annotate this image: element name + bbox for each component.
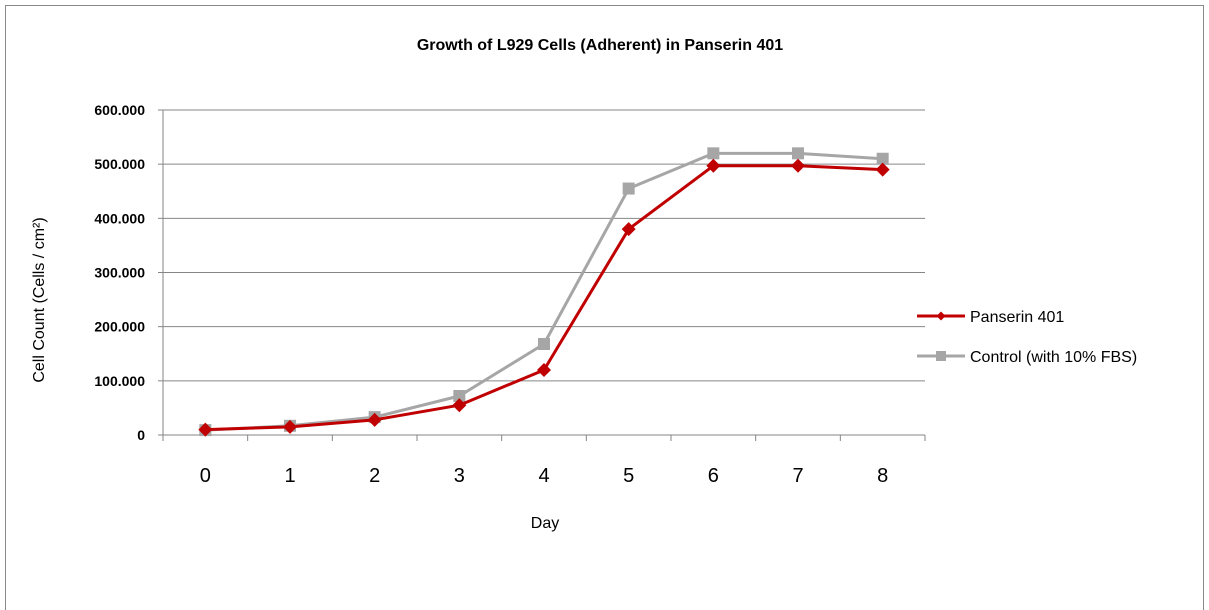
x-axis-label: Day: [531, 515, 559, 532]
x-tick-label: 7: [792, 465, 803, 487]
y-tick-label: 400.000: [94, 210, 145, 226]
legend-label: Panserin 401: [970, 309, 1064, 326]
x-tick-label: 2: [369, 465, 380, 487]
series-line: [205, 164, 883, 432]
x-tick-label: 5: [623, 465, 634, 487]
x-tick-labels: 0 1 2 3 4 5 6 7 8: [200, 465, 888, 487]
series-line: [205, 151, 883, 432]
y-tick-label: 500.000: [94, 156, 145, 172]
data-point: [876, 152, 889, 165]
data-point: [537, 363, 551, 377]
y-tick-labels: 0 100.000 200.000 300.000 400.000 500.000 600.…: [94, 102, 145, 443]
chart-title: Growth of L929 Cells (Adherent) in Panse…: [417, 37, 783, 54]
legend: Panserin 401 Control (with 10% FBS): [917, 309, 1137, 366]
legend-item: Control (with 10% FBS): [917, 349, 1137, 366]
data-point: [452, 398, 467, 413]
data-point: [453, 390, 466, 402]
y-tick-label: 200.000: [94, 319, 145, 335]
data-point: [538, 338, 550, 350]
data-point: [875, 162, 890, 177]
data-point: [622, 182, 635, 195]
data-point: [283, 419, 297, 434]
series-group: [198, 147, 890, 437]
gridlines: [163, 109, 925, 382]
data-point: [791, 158, 805, 173]
x-tick-label: 1: [284, 465, 295, 487]
y-tick-label: 100.000: [94, 373, 145, 389]
y-tick-label: 600.000: [94, 102, 145, 118]
x-tick-label: 4: [538, 465, 549, 487]
y-tick-label: 0: [137, 427, 145, 443]
x-tick-label: 3: [454, 465, 465, 487]
y-axis-label: Cell Count (Cells / cm²): [31, 217, 48, 382]
series-0: [198, 158, 890, 437]
x-tick-label: 6: [708, 465, 719, 487]
data-point: [707, 147, 720, 160]
data-point: [792, 147, 804, 160]
x-tick-label: 8: [877, 465, 888, 487]
legend-marker: [936, 351, 946, 361]
data-point: [706, 158, 721, 173]
data-point: [367, 412, 382, 427]
chart-frame: [5, 5, 1204, 610]
y-tick-label: 300.000: [94, 265, 145, 281]
data-point: [198, 422, 213, 437]
axes: [158, 109, 926, 441]
legend-marker: [936, 311, 946, 321]
legend-label: Control (with 10% FBS): [970, 349, 1137, 366]
x-tick-label: 0: [200, 465, 211, 487]
data-point: [621, 222, 636, 237]
series-1: [199, 147, 889, 437]
legend-item: Panserin 401: [917, 309, 1064, 326]
